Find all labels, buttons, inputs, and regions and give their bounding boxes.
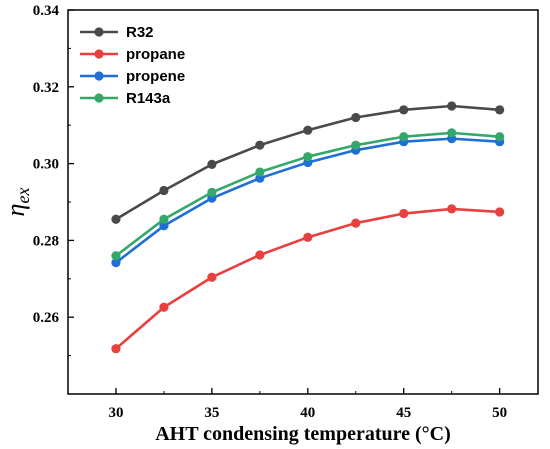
data-point-r143a bbox=[303, 152, 313, 162]
data-point-r32 bbox=[159, 185, 169, 196]
legend-label-r32: R32 bbox=[126, 24, 154, 41]
data-point-r32 bbox=[207, 159, 217, 169]
y-tick-label: 0.30 bbox=[33, 157, 59, 173]
x-tick-label: 30 bbox=[108, 405, 123, 421]
legend: R32 propane propene R143a bbox=[80, 24, 185, 107]
data-point-propane bbox=[399, 208, 409, 219]
data-point-r143a bbox=[399, 132, 409, 142]
legend-label-propene: propene bbox=[126, 68, 185, 85]
y-axis-label-sub: ex bbox=[13, 188, 33, 204]
y-tick-label: 0.26 bbox=[33, 310, 60, 326]
legend-label-propane: propane bbox=[126, 46, 185, 63]
x-axis-label: AHT condensing temperature (°C) bbox=[155, 423, 451, 445]
y-tick-label: 0.28 bbox=[33, 233, 59, 249]
legend-marker-r32 bbox=[94, 27, 104, 37]
y-axis-label: ηex bbox=[1, 188, 33, 217]
data-point-r32 bbox=[447, 101, 457, 111]
data-point-propane bbox=[159, 302, 169, 312]
data-point-r143a bbox=[351, 140, 361, 150]
axis-ticks: 30 35 40 45 50 0.26 0.28 0.30 0.32 0.34 bbox=[33, 3, 507, 421]
data-point-propane bbox=[447, 204, 457, 214]
data-point-r32 bbox=[399, 105, 409, 115]
data-point-r143a bbox=[255, 167, 265, 177]
x-tick-label: 50 bbox=[492, 405, 507, 421]
y-tick-label: 0.32 bbox=[33, 80, 59, 96]
series-line-propane bbox=[115, 207, 500, 350]
data-point-r32 bbox=[111, 214, 121, 224]
data-point-r143a bbox=[159, 214, 169, 224]
data-point-r32 bbox=[255, 140, 265, 150]
data-point-r143a bbox=[495, 132, 505, 142]
data-point-r32 bbox=[495, 105, 505, 115]
data-point-propane bbox=[111, 344, 121, 354]
data-point-propane bbox=[255, 250, 265, 260]
data-point-r32 bbox=[303, 125, 313, 135]
data-point-propane bbox=[207, 272, 217, 282]
data-point-propane bbox=[495, 207, 505, 217]
legend-marker-propane bbox=[94, 49, 104, 59]
x-tick-label: 45 bbox=[396, 405, 411, 421]
data-point-r143a bbox=[207, 187, 217, 197]
data-point-propene bbox=[111, 258, 121, 268]
data-point-propane bbox=[351, 218, 361, 228]
series-lines bbox=[111, 101, 505, 354]
svg-text:ηex: ηex bbox=[1, 188, 33, 217]
data-point-r143a bbox=[111, 251, 121, 261]
y-tick-label: 0.34 bbox=[33, 3, 60, 19]
legend-marker-r143a bbox=[94, 93, 104, 103]
x-tick-label: 40 bbox=[300, 405, 315, 421]
data-point-propane bbox=[303, 232, 313, 242]
x-tick-label: 35 bbox=[204, 405, 219, 421]
y-axis-label-main: η bbox=[1, 204, 30, 217]
data-point-r143a bbox=[447, 128, 457, 138]
legend-marker-propene bbox=[94, 71, 104, 81]
data-point-propene bbox=[159, 221, 169, 231]
legend-label-r143a: R143a bbox=[126, 90, 171, 107]
data-point-r32 bbox=[351, 112, 361, 123]
